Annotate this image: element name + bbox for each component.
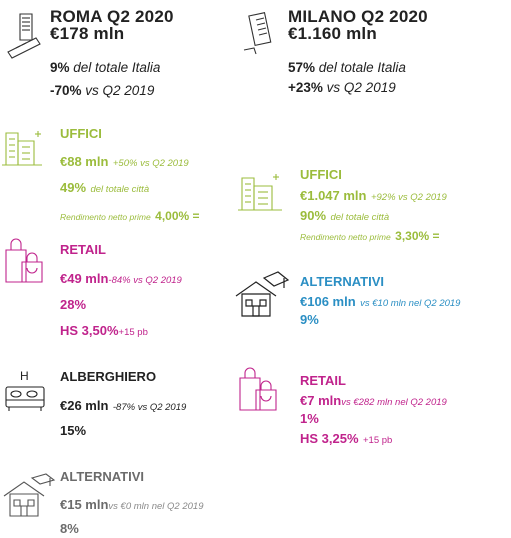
city-skyline-icon [7, 8, 41, 59]
milano-uffici-title: UFFICI [300, 167, 342, 182]
roma-uffici-share-value: 49% [60, 180, 87, 195]
roma-retail-hs: HS 3,50% [60, 323, 119, 338]
milano-uffici-share-row: 90% del totale città [300, 207, 389, 225]
student-housing-icon [234, 271, 290, 320]
roma-retail-amount: €49 mln [60, 271, 109, 286]
milano-uffici-amount: €1.047 mln [300, 188, 367, 203]
milano-share-label: del totale Italia [318, 60, 406, 75]
roma-uffici-title: UFFICI [60, 126, 102, 141]
roma-alberghiero-amount-row: €26 mln -87% vs Q2 2019 [60, 397, 186, 415]
milano-retail-title: RETAIL [300, 373, 346, 388]
roma-alberghiero-title: ALBERGHIERO [60, 369, 157, 384]
milano-uffici-note: +92% vs Q2 2019 [370, 192, 447, 203]
milano-retail-amount-row: €7 mlnvs €282 mln nel Q2 2019 [300, 392, 447, 410]
roma-alternativi-share: 8% [60, 521, 79, 536]
shopping-bag-icon [236, 368, 284, 414]
shopping-bag-icon [2, 238, 48, 286]
office-building-icon [2, 125, 46, 167]
roma-title: ROMA Q2 2020 [50, 7, 174, 26]
roma-alberghiero-amount: €26 mln [60, 398, 109, 413]
roma-alternativi-amount-row: €15 mlnvs €0 mln nel Q2 2019 [60, 496, 203, 514]
milano-alternativi-amount: €106 mln [300, 294, 356, 309]
milano-retail-hs-row: HS 3,25% +15 pb [300, 430, 392, 448]
roma-share-value: 9% [50, 60, 70, 75]
milano-title: MILANO Q2 2020 [288, 7, 428, 26]
milano-alternativi-amount-row: €106 mln vs €10 mln nel Q2 2019 [300, 293, 460, 311]
milano-share: 57% del totale Italia [288, 60, 406, 75]
roma-retail-hs-note: +15 pb [118, 327, 148, 338]
roma-uffici-amount: €88 mln [60, 154, 109, 169]
roma-uffici-yield-label: Rendimento netto prime [60, 212, 151, 222]
milano-retail-amount: €7 mln [300, 393, 342, 408]
roma-retail-share: 28% [60, 297, 87, 312]
milano-uffici-yield-label: Rendimento netto prime [300, 232, 391, 242]
milano-retail-hs: HS 3,25% [300, 431, 359, 446]
roma-total: €178 mln [50, 24, 125, 43]
milano-retail-note: vs €282 mln nel Q2 2019 [341, 397, 447, 408]
roma-change-value: -70% [50, 83, 82, 98]
roma-share-label: del totale Italia [73, 60, 161, 75]
roma-uffici-yield-row: Rendimento netto prime 4,00% = [60, 207, 200, 225]
roma-change-label: vs Q2 2019 [85, 83, 155, 98]
roma-uffici-yield-value: 4,00% = [155, 209, 200, 223]
milano-uffici-share-value: 90% [300, 208, 327, 223]
roma-alternativi-note: vs €0 mln nel Q2 2019 [108, 501, 204, 512]
roma-change: -70% vs Q2 2019 [50, 83, 154, 98]
milano-alternativi-title: ALTERNATIVI [300, 274, 385, 289]
roma-alternativi-amount: €15 mln [60, 497, 109, 512]
milano-change: +23% vs Q2 2019 [288, 80, 396, 95]
hotel-letter: H [20, 369, 29, 383]
milano-retail-hs-note: +15 pb [363, 435, 393, 446]
hotel-bed-icon [4, 383, 48, 413]
roma-alberghiero-note: -87% vs Q2 2019 [112, 402, 187, 413]
milano-alternativi-note: vs €10 mln nel Q2 2019 [360, 298, 461, 309]
roma-retail-title: RETAIL [60, 242, 106, 257]
roma-alternativi-title: ALTERNATIVI [60, 469, 145, 484]
roma-retail-amount-row: €49 mln-84% vs Q2 2019 [60, 270, 182, 288]
milano-uffici-yield-row: Rendimento netto prime 3,30% = [300, 227, 440, 245]
milano-alternativi-share: 9% [300, 312, 319, 327]
milano-uffici-share-label: del totale città [330, 212, 390, 223]
milano-total: €1.160 mln [288, 24, 377, 43]
roma-retail-hs-row: HS 3,50%+15 pb [60, 322, 148, 340]
roma-alberghiero-share: 15% [60, 423, 87, 438]
milano-change-label: vs Q2 2019 [326, 80, 396, 95]
milano-change-value: +23% [288, 80, 323, 95]
milano-uffici-amount-row: €1.047 mln +92% vs Q2 2019 [300, 187, 447, 205]
office-building-icon [238, 168, 284, 212]
roma-uffici-share-row: 49% del totale città [60, 179, 149, 197]
city-skyline-icon [238, 10, 282, 56]
roma-retail-note: -84% vs Q2 2019 [108, 275, 182, 286]
roma-uffici-amount-row: €88 mln +50% vs Q2 2019 [60, 153, 189, 171]
student-housing-icon [2, 473, 56, 520]
roma-uffici-share-label: del totale città [90, 184, 150, 195]
roma-share: 9% del totale Italia [50, 60, 160, 75]
milano-share-value: 57% [288, 60, 316, 75]
milano-uffici-yield-value: 3,30% = [395, 229, 440, 243]
roma-uffici-note: +50% vs Q2 2019 [112, 158, 189, 169]
milano-retail-share: 1% [300, 411, 319, 426]
